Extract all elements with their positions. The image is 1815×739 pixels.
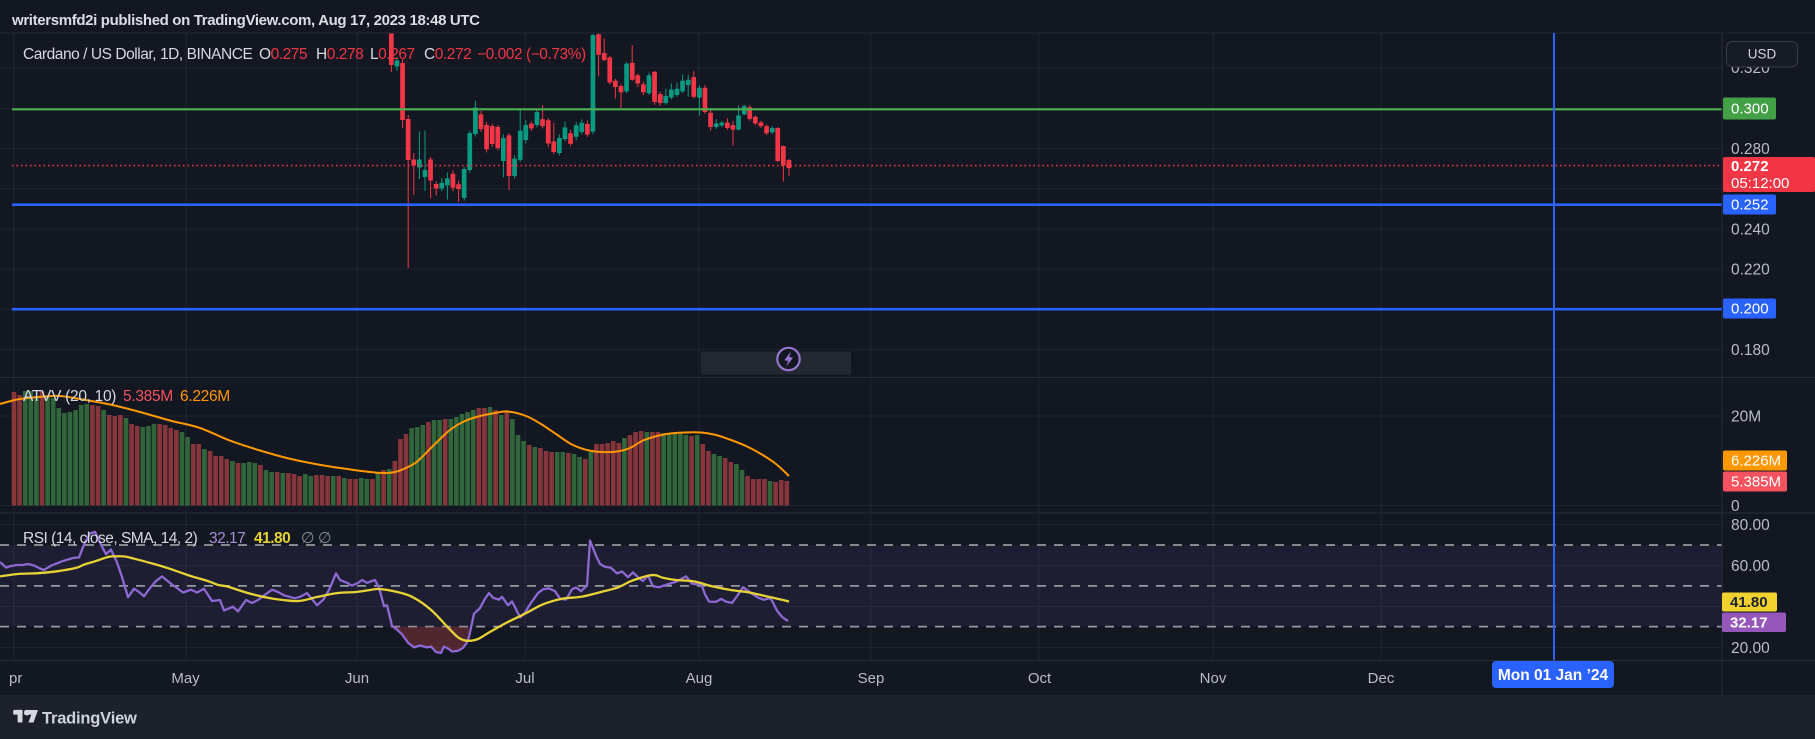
svg-text:0: 0: [1731, 498, 1740, 515]
svg-text:Dec: Dec: [1368, 670, 1395, 687]
svg-text:0.272: 0.272: [1731, 158, 1769, 175]
svg-text:0.300: 0.300: [1731, 101, 1769, 118]
svg-text:0.180: 0.180: [1731, 342, 1770, 359]
svg-text:Jun: Jun: [345, 670, 369, 687]
svg-text:0.200: 0.200: [1731, 301, 1769, 318]
svg-text:5.385M: 5.385M: [1731, 474, 1781, 491]
svg-text:80.00: 80.00: [1731, 517, 1770, 534]
svg-text:0.220: 0.220: [1731, 262, 1770, 279]
svg-text:writersmfd2i published on Trad: writersmfd2i published on TradingView.co…: [11, 12, 480, 29]
svg-text:Cardano / US Dollar, 1D, BINAN: Cardano / US Dollar, 1D, BINANCE O0.275 H0…: [23, 46, 586, 63]
svg-text:0.280: 0.280: [1731, 141, 1770, 158]
svg-text:60.00: 60.00: [1731, 558, 1770, 575]
svg-text:Oct: Oct: [1028, 670, 1052, 687]
svg-text:Aug: Aug: [686, 670, 713, 687]
svg-text:0.240: 0.240: [1731, 221, 1770, 238]
svg-text:20M: 20M: [1731, 409, 1761, 426]
svg-text:Nov: Nov: [1200, 670, 1227, 687]
svg-text:Sep: Sep: [858, 670, 885, 687]
svg-text:20.00: 20.00: [1731, 640, 1770, 657]
svg-text:Mon 01 Jan ’24: Mon 01 Jan ’24: [1498, 667, 1609, 684]
svg-text:41.80: 41.80: [1730, 594, 1768, 611]
svg-text:32.17: 32.17: [1730, 615, 1768, 632]
svg-text:RSI (14, close, SMA, 14, 2)32.: RSI (14, close, SMA, 14, 2) 32.17 41.80 ∅ ∅: [23, 530, 331, 547]
svg-text:USD: USD: [1748, 47, 1777, 62]
svg-text:TradingView: TradingView: [42, 710, 137, 728]
svg-text:0.252: 0.252: [1731, 197, 1769, 214]
svg-text:pr: pr: [9, 670, 22, 687]
svg-text:May: May: [171, 670, 200, 687]
svg-text:6.226M: 6.226M: [1731, 453, 1781, 470]
svg-text:Jul: Jul: [515, 670, 534, 687]
svg-text:05:12:00: 05:12:00: [1731, 175, 1789, 192]
